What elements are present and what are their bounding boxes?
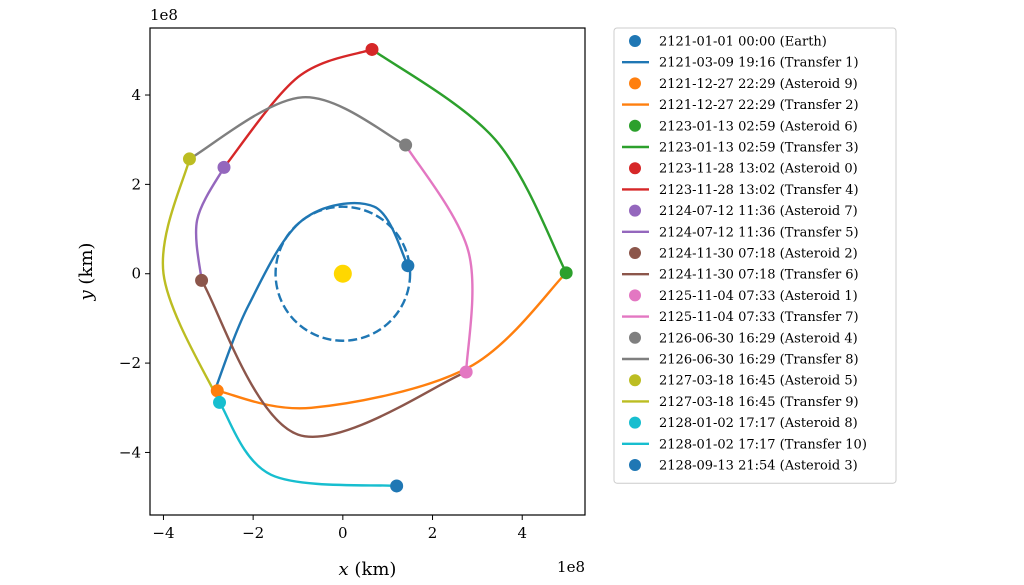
series-point-2126-06-30-16-29-asteroid-4 [399, 138, 413, 152]
series-point-2121-01-01-00-00-earth [401, 259, 415, 273]
x-tick-label: −4 [152, 524, 174, 542]
legend-label: 2125-11-04 07:33 (Asteroid 1) [659, 289, 858, 304]
y-axis-label: y (km) [76, 243, 97, 302]
legend-label: 2124-11-30 07:18 (Asteroid 2) [659, 247, 858, 262]
legend-label: 2124-07-12 11:36 (Asteroid 7) [659, 204, 858, 219]
earth-orbit [274, 205, 412, 342]
series-point-2121-12-27-22-29-asteroid-9 [210, 384, 224, 398]
legend-label: 2128-01-02 17:17 (Transfer 10) [659, 437, 867, 452]
legend-marker [629, 119, 641, 132]
legend-label: 2124-11-30 07:18 (Transfer 6) [659, 268, 859, 283]
series-point-2124-07-12-11-36-asteroid-7 [217, 160, 231, 174]
x-tick-label: −2 [242, 524, 264, 542]
legend-label: 2128-01-02 17:17 (Asteroid 8) [659, 416, 858, 431]
series-line-2123-11-28-13-02-transfer-4 [223, 48, 373, 169]
legend-marker [629, 247, 641, 259]
series-point-2128-09-13-21-54-asteroid-3 [390, 479, 404, 493]
legend-label: 2121-12-27 22:29 (Asteroid 9) [659, 77, 858, 92]
series-point-2124-11-30-07-18-asteroid-2 [195, 273, 209, 287]
series-line-2126-06-30-16-29-transfer-8 [188, 96, 407, 160]
legend-marker [629, 374, 641, 387]
series-line-2128-01-02-17-17-transfer-10 [218, 401, 397, 488]
legend-label: 2123-11-28 13:02 (Transfer 4) [659, 183, 859, 198]
y-tick-label: −2 [119, 354, 141, 372]
legend: 2121-01-01 00:00 (Earth) 2121-03-09 19:16… [613, 27, 897, 484]
legend-box [613, 27, 897, 484]
legend-label: 2128-09-13 21:54 (Asteroid 3) [659, 459, 858, 474]
legend-marker [629, 416, 641, 429]
axes-frame [149, 27, 586, 516]
legend-marker [629, 162, 641, 175]
x-axis-label: x (km) [339, 559, 397, 580]
series-point-2128-01-02-17-17-asteroid-8 [213, 395, 227, 409]
axis-ticks: −4 −2 0 2 4 −4 −2 0 2 4 [119, 86, 527, 542]
plot-area [161, 42, 573, 493]
y-tick-label: 2 [131, 175, 141, 193]
legend-marker [629, 35, 641, 47]
series-line-2121-03-09-19-16-transfer-1 [213, 201, 409, 391]
legend-label: 2121-01-01 00:00 (Earth) [659, 35, 827, 50]
x-tick-label: 0 [338, 524, 348, 542]
legend-label: 2127-03-18 16:45 (Asteroid 5) [659, 374, 858, 389]
y-tick-label: 0 [131, 265, 141, 283]
legend-items: 2121-01-01 00:00 (Earth) 2121-03-09 19:16… [622, 35, 867, 474]
legend-label: 2126-06-30 16:29 (Transfer 8) [659, 353, 859, 368]
series-line-2124-11-30-07-18-transfer-6 [200, 279, 467, 438]
legend-label: 2121-12-27 22:29 (Transfer 2) [659, 98, 859, 113]
legend-marker [629, 204, 641, 217]
y-axis-var: y [76, 289, 97, 301]
series-line-2121-12-27-22-29-transfer-2 [217, 271, 568, 410]
x-axis-var: x [339, 559, 349, 580]
sun-marker [333, 264, 352, 283]
legend-label: 2123-11-28 13:02 (Asteroid 0) [659, 162, 858, 177]
x-tick-label: 2 [428, 524, 438, 542]
series-point-2123-11-28-13-02-asteroid-0 [365, 42, 379, 56]
series-point-2127-03-18-16-45-asteroid-5 [182, 152, 196, 166]
series-point-2125-11-04-07-33-asteroid-1 [459, 365, 473, 379]
legend-label: 2121-03-09 19:16 (Transfer 1) [659, 56, 859, 71]
legend-label: 2124-07-12 11:36 (Transfer 5) [659, 225, 859, 240]
y-tick-label: −4 [119, 443, 141, 461]
series-line-2125-11-04-07-33-transfer-7 [404, 144, 474, 373]
legend-marker [629, 289, 641, 302]
legend-marker [629, 459, 641, 471]
series-line-2127-03-18-16-45-transfer-9 [161, 158, 221, 403]
legend-label: 2125-11-04 07:33 (Transfer 7) [659, 310, 859, 325]
x-offset-label: 1e8 [557, 558, 585, 576]
y-tick-label: 4 [131, 86, 141, 104]
legend-label: 2123-01-13 02:59 (Transfer 3) [659, 141, 859, 156]
series-line-2123-01-13-02-59-transfer-3 [371, 48, 568, 274]
legend-label: 2127-03-18 16:45 (Transfer 9) [659, 395, 859, 410]
legend-marker [629, 331, 641, 344]
legend-label: 2126-06-30 16:29 (Asteroid 4) [659, 331, 858, 346]
y-offset-label: 1e8 [150, 6, 178, 24]
legend-marker [629, 77, 641, 90]
legend-label: 2123-01-13 02:59 (Asteroid 6) [659, 119, 858, 134]
x-axis-unit: (km) [349, 559, 397, 580]
x-tick-label: 4 [517, 524, 527, 542]
series-point-2123-01-13-02-59-asteroid-6 [559, 266, 573, 280]
series-line-2124-07-12-11-36-transfer-5 [194, 166, 226, 281]
y-axis-unit: (km) [76, 243, 97, 291]
